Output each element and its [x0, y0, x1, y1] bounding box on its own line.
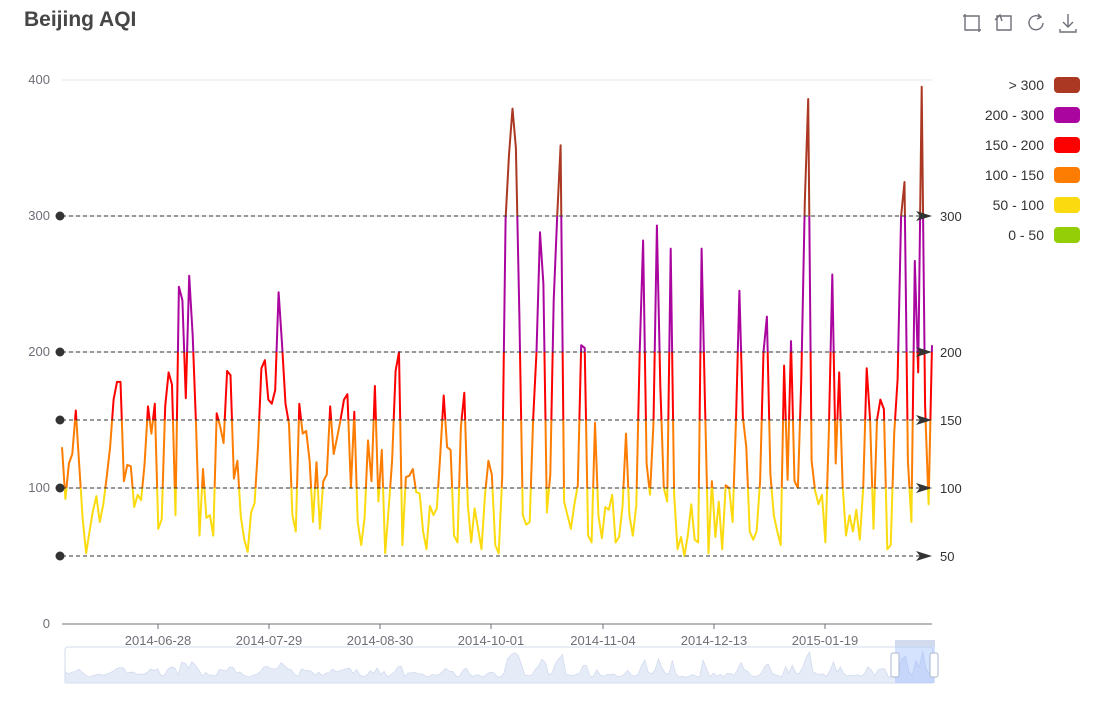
legend-label: 50 - 100 — [992, 197, 1044, 213]
datazoom-window[interactable] — [895, 640, 935, 683]
legend-swatch — [1054, 197, 1080, 213]
zoom-reset-icon[interactable] — [993, 12, 1015, 34]
mark-line-label: 100 — [940, 481, 962, 496]
y-tick-label: 400 — [28, 72, 50, 87]
mark-line-arrow — [916, 415, 932, 425]
y-tick-label: 100 — [28, 480, 50, 495]
datazoom-left-handle[interactable] — [890, 652, 900, 678]
datazoom-move-handle[interactable] — [895, 640, 935, 647]
mark-line-label: 300 — [940, 209, 962, 224]
legend: > 300 200 - 300 150 - 200 100 - 150 50 - 100… — [930, 70, 1080, 250]
mark-line-start-dot — [55, 415, 65, 425]
datazoom-preview — [64, 650, 934, 684]
legend-label: 100 - 150 — [984, 167, 1044, 183]
aqi-series-line — [61, 85, 933, 557]
mark-line-label: 50 — [940, 549, 954, 564]
legend-label: > 300 — [1008, 77, 1044, 93]
mark-line-arrow — [916, 483, 932, 493]
legend-item[interactable]: 150 - 200 — [930, 130, 1080, 160]
download-icon[interactable] — [1057, 12, 1079, 34]
mark-line-start-dot — [55, 347, 65, 357]
legend-label: 150 - 200 — [984, 137, 1044, 153]
legend-swatch — [1054, 137, 1080, 153]
mark-line-arrow — [916, 347, 932, 357]
datazoom-right-handle[interactable] — [929, 652, 939, 678]
mark-line-arrow — [916, 211, 932, 221]
legend-item[interactable]: 100 - 150 — [930, 160, 1080, 190]
restore-icon[interactable] — [1025, 12, 1047, 34]
legend-swatch — [1054, 107, 1080, 123]
mark-line-start-dot — [55, 483, 65, 493]
legend-label: 0 - 50 — [1008, 227, 1044, 243]
x-tick-label: 2014-10-01 — [458, 633, 525, 648]
x-tick-label: 2014-08-30 — [347, 633, 414, 648]
x-tick-label: 2014-12-13 — [681, 633, 748, 648]
y-tick-label: 200 — [28, 344, 50, 359]
toolbox — [961, 12, 1079, 34]
y-tick-label: 0 — [43, 616, 50, 631]
mark-line-label: 150 — [940, 413, 962, 428]
legend-item[interactable]: > 300 — [930, 70, 1080, 100]
legend-item[interactable]: 50 - 100 — [930, 190, 1080, 220]
x-tick-label: 2015-01-19 — [792, 633, 859, 648]
x-tick-label: 2014-07-29 — [236, 633, 303, 648]
legend-item[interactable]: 0 - 50 — [930, 220, 1080, 250]
legend-swatch — [1054, 227, 1080, 243]
mark-line-start-dot — [55, 211, 65, 221]
legend-swatch — [1054, 77, 1080, 93]
y-tick-label: 300 — [28, 208, 50, 223]
x-tick-label: 2014-06-28 — [125, 633, 192, 648]
x-tick-label: 2014-11-04 — [570, 633, 636, 648]
mark-line-arrow — [916, 551, 932, 561]
legend-swatch — [1054, 167, 1080, 183]
zoom-icon[interactable] — [961, 12, 983, 34]
mark-line-start-dot — [55, 551, 65, 561]
legend-item[interactable]: 200 - 300 — [930, 100, 1080, 130]
chart-title: Beijing AQI — [24, 8, 137, 31]
mark-line-label: 200 — [940, 345, 962, 360]
legend-label: 200 - 300 — [984, 107, 1044, 123]
